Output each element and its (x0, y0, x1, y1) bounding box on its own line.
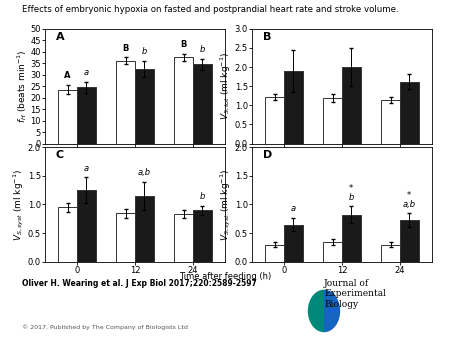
Bar (135, 69, 153, 144)
Text: b: b (200, 192, 205, 201)
Text: D: D (263, 150, 272, 161)
Bar (284, 224, 302, 262)
Bar (58, 207, 77, 262)
Bar (266, 97, 284, 144)
Bar (324, 98, 342, 144)
Text: B: B (122, 44, 129, 53)
Bar (382, 100, 400, 144)
Text: Journal of
Experimental
Biology: Journal of Experimental Biology (324, 279, 386, 309)
Text: Time after feeding (h): Time after feeding (h) (179, 272, 271, 281)
Text: C: C (56, 150, 64, 161)
Text: A: A (56, 32, 64, 42)
Bar (175, 57, 193, 144)
Bar (77, 87, 95, 144)
Text: Oliver H. Wearing et al. J Exp Biol 2017;220:2589-2597: Oliver H. Wearing et al. J Exp Biol 2017… (22, 279, 257, 288)
Text: B: B (263, 32, 271, 42)
Bar (324, 242, 342, 262)
Bar (284, 71, 302, 144)
Bar (342, 67, 360, 144)
Bar (58, 90, 77, 144)
Text: *
a,b: * a,b (403, 191, 416, 209)
Text: A: A (64, 71, 71, 80)
Text: *
b: * b (349, 184, 354, 201)
Bar (382, 245, 400, 262)
Y-axis label: $V_{S,syst}$ (ml kg$^{-1}$): $V_{S,syst}$ (ml kg$^{-1}$) (219, 168, 233, 241)
Text: a: a (291, 204, 296, 213)
Y-axis label: $V_{S,tot}$ (ml kg$^{-1}$): $V_{S,tot}$ (ml kg$^{-1}$) (219, 52, 233, 120)
Text: a,b: a,b (138, 168, 151, 177)
Bar (193, 210, 211, 262)
Bar (400, 220, 418, 262)
Text: © 2017. Published by The Company of Biologists Ltd: © 2017. Published by The Company of Biol… (22, 324, 189, 330)
Bar (117, 61, 135, 144)
Wedge shape (308, 290, 324, 332)
Text: b: b (200, 45, 205, 54)
Y-axis label: $V_{S,syst}$ (ml kg$^{-1}$): $V_{S,syst}$ (ml kg$^{-1}$) (12, 168, 26, 241)
Bar (175, 214, 193, 262)
Bar (266, 245, 284, 262)
Bar (342, 215, 360, 262)
Bar (400, 81, 418, 144)
Text: a: a (84, 164, 89, 173)
Text: a: a (84, 68, 89, 77)
Bar (135, 196, 153, 262)
Y-axis label: $f_H$ (beats min$^{-1}$): $f_H$ (beats min$^{-1}$) (15, 49, 29, 123)
Text: B: B (180, 41, 187, 49)
Text: b: b (142, 47, 147, 56)
Wedge shape (324, 290, 340, 332)
Bar (77, 190, 95, 262)
Bar (193, 64, 211, 144)
Text: Effects of embryonic hypoxia on fasted and postprandial heart rate and stroke vo: Effects of embryonic hypoxia on fasted a… (22, 5, 399, 14)
Bar (117, 213, 135, 262)
